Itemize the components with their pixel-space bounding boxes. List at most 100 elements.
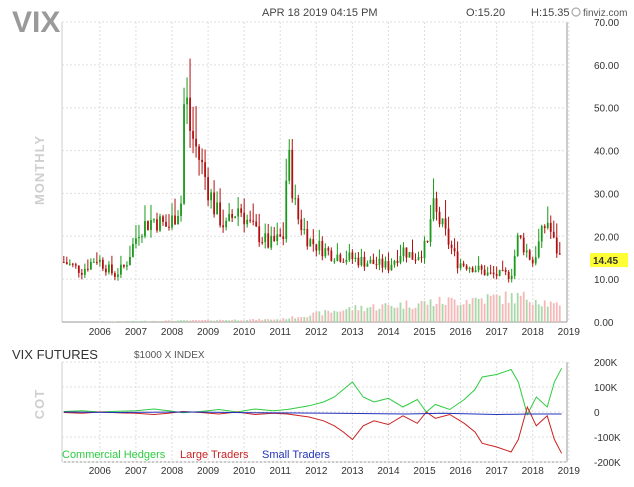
candle-body xyxy=(291,149,294,199)
cot-year-label: 2009 xyxy=(197,466,220,477)
volume-bar xyxy=(405,300,408,322)
cot-year-label: 2012 xyxy=(305,466,328,477)
period-label: MONTHLY xyxy=(32,135,47,205)
legend-commercial-hedgers: Commercial Hedgers xyxy=(62,449,166,461)
volume-bar xyxy=(234,319,237,322)
volume-bar xyxy=(192,319,194,322)
volume-bar xyxy=(291,316,294,322)
volume-bar xyxy=(438,296,441,322)
candle-body xyxy=(219,202,222,226)
volume-bar xyxy=(159,321,161,322)
candle-body xyxy=(405,247,408,258)
volume-bar xyxy=(180,320,182,322)
candle-body xyxy=(459,263,462,269)
candle-body xyxy=(68,263,71,265)
volume-bar xyxy=(288,318,291,322)
candle-body xyxy=(357,257,360,266)
volume-bar xyxy=(207,319,209,322)
candle-body xyxy=(171,215,173,228)
cot-tick-label: 0 xyxy=(594,408,600,419)
candle-body xyxy=(243,212,246,225)
candle-body xyxy=(534,257,537,264)
candle-body xyxy=(363,256,366,267)
volume-bar xyxy=(384,303,387,322)
brand-link[interactable]: finviz.com xyxy=(583,8,627,19)
volume-bar xyxy=(249,319,252,322)
volume-bar xyxy=(339,311,342,322)
volume-bar xyxy=(522,291,525,322)
candle-body xyxy=(537,241,540,258)
candle-body xyxy=(98,259,101,262)
finviz-logo-icon[interactable] xyxy=(571,7,581,17)
volume-bar xyxy=(303,317,306,322)
candle-body xyxy=(240,208,243,213)
candle-body xyxy=(447,228,450,245)
candle-body xyxy=(92,261,95,263)
cot-year-label: 2010 xyxy=(233,466,256,477)
volume-bar xyxy=(267,319,270,322)
volume-bar xyxy=(201,319,203,322)
candle-body xyxy=(267,233,270,248)
cot-axis-labels: 200K 100K 0 -100K -200K xyxy=(594,358,621,469)
candle-body xyxy=(510,275,513,280)
volume-bar xyxy=(306,317,309,322)
volume-bar xyxy=(396,307,399,322)
candle-body xyxy=(423,240,426,259)
candle-body xyxy=(411,252,414,260)
cot-year-label: 2007 xyxy=(125,466,148,477)
price-tick-label: 0.00 xyxy=(594,318,614,329)
volume-bars xyxy=(98,291,561,322)
candle-body xyxy=(516,235,519,256)
volume-bar xyxy=(450,297,453,322)
volume-bar xyxy=(321,315,324,322)
volume-bar xyxy=(198,320,200,322)
candle-body xyxy=(402,247,405,256)
price-tick-label: 50.00 xyxy=(594,104,619,115)
candle-body xyxy=(513,255,516,276)
volume-bar xyxy=(549,301,552,322)
candle-body xyxy=(465,265,468,270)
candle-body xyxy=(300,219,303,231)
candle-body xyxy=(438,211,441,225)
volume-bar xyxy=(204,319,206,322)
price-year-label: 2016 xyxy=(449,327,472,338)
cot-title: VIX FUTURES xyxy=(12,347,98,362)
candle-body xyxy=(327,248,330,251)
price-year-label: 2011 xyxy=(269,327,291,338)
volume-bar xyxy=(534,299,537,322)
volume-bar xyxy=(171,320,173,322)
candle-body xyxy=(228,213,231,221)
candle-body xyxy=(110,264,113,274)
price-year-label: 2013 xyxy=(341,327,364,338)
candle-body xyxy=(222,225,225,228)
volume-bar xyxy=(279,319,282,322)
volume-bar xyxy=(324,309,327,322)
volume-bar xyxy=(312,312,315,322)
candle-body xyxy=(101,259,104,269)
candle-body xyxy=(153,219,155,221)
candle-body xyxy=(89,261,92,270)
candle-body xyxy=(444,218,447,229)
price-gridlines xyxy=(62,21,570,322)
volume-bar xyxy=(342,310,345,322)
price-tick-label: 60.00 xyxy=(594,61,619,72)
candle-body xyxy=(138,236,140,239)
candle-body xyxy=(165,221,167,227)
candle-body xyxy=(189,97,191,131)
candle-body xyxy=(450,244,453,249)
volume-bar xyxy=(531,304,534,322)
candle-body xyxy=(552,231,555,238)
candle-body xyxy=(255,221,258,227)
price-year-label: 2007 xyxy=(125,327,148,338)
volume-bar xyxy=(516,292,519,322)
candle-body xyxy=(117,274,119,277)
volume-bar xyxy=(264,319,267,322)
candle-body xyxy=(501,269,504,271)
volume-bar xyxy=(141,320,143,322)
candle-body xyxy=(531,259,534,264)
cot-tick-label: 100K xyxy=(594,383,618,394)
volume-bar xyxy=(315,311,318,322)
candle-body xyxy=(555,237,558,254)
candle-body xyxy=(387,261,390,271)
volume-bar xyxy=(150,321,152,322)
